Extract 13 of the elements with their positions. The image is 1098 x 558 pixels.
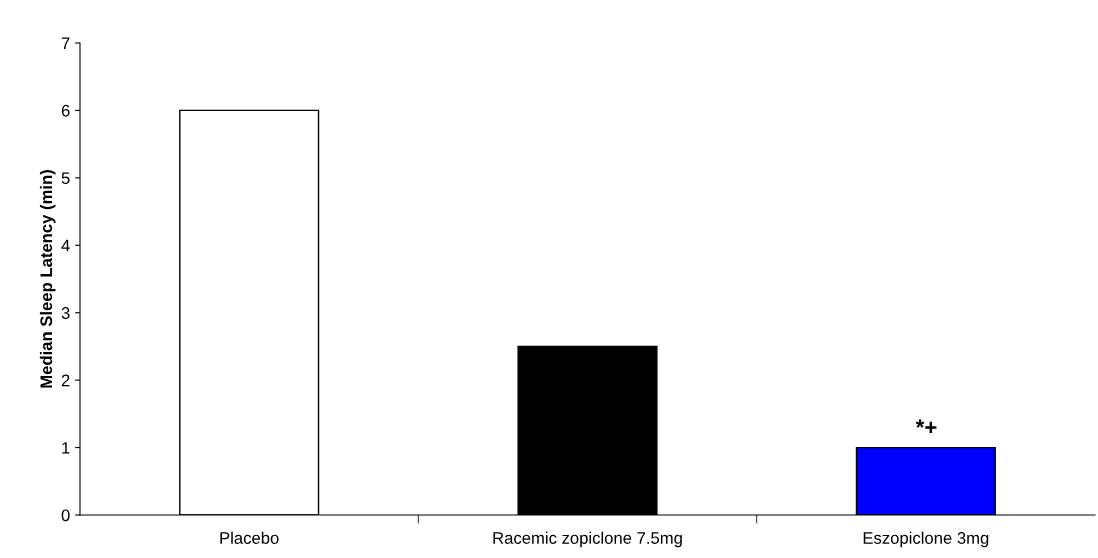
x-tick-label: Eszopiclone 3mg [863, 531, 989, 548]
x-tick-label: Placebo [220, 531, 279, 544]
y-tick-label: 7 [61, 37, 70, 50]
y-tick-label: 4 [61, 239, 70, 252]
y-axis-title: Median Sleep Latency (min) [39, 170, 56, 388]
y-tick-label: 6 [61, 104, 70, 117]
y-tick-label: 1 [62, 442, 70, 454]
annotation: *+ [915, 419, 937, 434]
y-tick-label: 5 [61, 172, 70, 185]
y-tick-label: 2 [61, 374, 70, 387]
y-tick-label: 0 [61, 509, 70, 522]
y-tick-label: 3 [61, 307, 70, 319]
x-tick-label: Racemic zopiclone 7.5mg [493, 531, 682, 548]
